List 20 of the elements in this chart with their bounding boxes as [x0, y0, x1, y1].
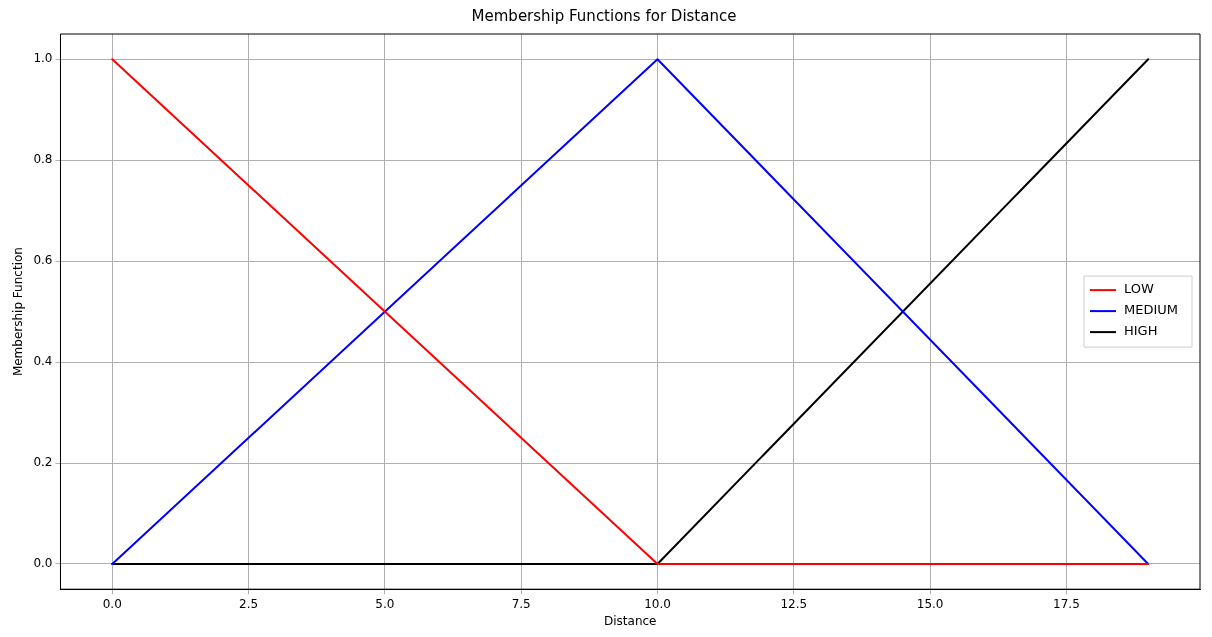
y-tick-label: 0.2 [33, 455, 53, 470]
x-tick-label: 7.5 [511, 596, 531, 611]
x-tick-label: 10.0 [644, 596, 671, 611]
x-axis-title: Distance [604, 613, 657, 628]
legend-label: HIGH [1123, 323, 1158, 339]
y-tick-label: 0.6 [33, 253, 53, 268]
x-tick-label: 0.0 [102, 596, 122, 611]
x-tick-label: 12.5 [780, 596, 808, 611]
x-tick-label: 2.5 [239, 596, 259, 611]
x-tick-label: 5.0 [375, 596, 395, 611]
y-axis-title: Membership Function [11, 247, 26, 377]
x-tick-label: 17.5 [1053, 596, 1080, 611]
legend-label: MEDIUM [1123, 302, 1179, 318]
y-tick-label: 0.4 [33, 354, 53, 369]
legend-label: LOW [1123, 281, 1155, 297]
y-tick-label: 0.8 [33, 152, 53, 167]
chart-title: Membership Functions for Distance [471, 6, 737, 25]
x-tick-label: 15.0 [916, 596, 944, 611]
y-tick-label: 0.0 [33, 556, 53, 571]
y-tick-label: 1.0 [33, 51, 53, 66]
